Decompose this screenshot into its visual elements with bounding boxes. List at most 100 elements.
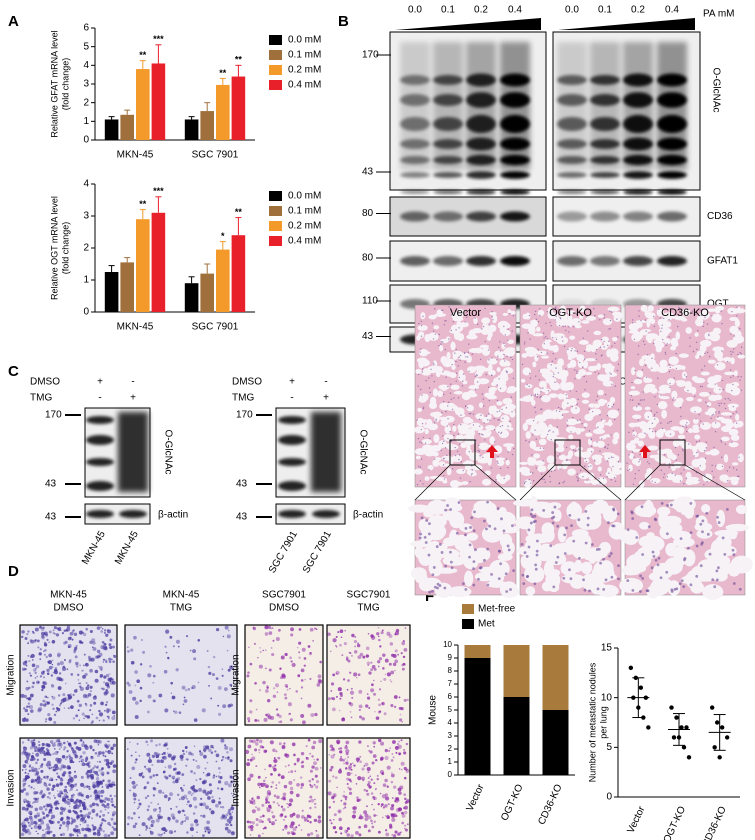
alveolus <box>683 573 706 583</box>
nucleus <box>546 337 549 340</box>
alveolus <box>545 426 558 435</box>
nucleus <box>472 583 476 587</box>
cell <box>210 697 213 700</box>
cell <box>249 710 253 714</box>
cell <box>378 688 382 691</box>
band <box>623 211 653 222</box>
cell <box>330 765 334 769</box>
nucleus <box>611 383 613 386</box>
cell <box>53 768 57 772</box>
cell <box>375 759 378 762</box>
cell <box>48 717 53 721</box>
nucleus <box>554 319 556 321</box>
cell <box>356 760 359 763</box>
cell <box>282 797 286 801</box>
dose-label: 0.0 <box>408 5 422 16</box>
nucleus <box>504 572 508 576</box>
cell <box>150 819 155 824</box>
cell <box>105 673 110 678</box>
blot <box>84 503 151 525</box>
cell <box>392 662 397 667</box>
nucleus <box>737 353 739 356</box>
alveolus <box>620 532 638 544</box>
nucleus <box>420 320 423 323</box>
nucleus <box>720 441 723 443</box>
cell <box>224 745 229 750</box>
cell <box>138 816 140 819</box>
cell <box>193 657 197 661</box>
nucleus <box>520 543 524 546</box>
nucleus <box>530 394 533 397</box>
nucleus <box>630 511 634 515</box>
nucleus <box>685 376 688 378</box>
nucleus <box>487 419 489 421</box>
micrograph <box>326 737 411 839</box>
cell <box>65 823 70 828</box>
cell <box>33 746 38 751</box>
cell <box>374 788 377 791</box>
cell <box>105 701 109 704</box>
cell <box>85 794 90 799</box>
cell <box>335 644 337 647</box>
cell <box>180 796 185 801</box>
nucleus <box>606 447 609 449</box>
y-tick-label: 2 <box>83 243 89 254</box>
nucleus <box>682 450 684 452</box>
cell <box>300 713 305 718</box>
cell <box>353 764 356 767</box>
cell <box>345 761 349 765</box>
alveolus <box>539 380 547 389</box>
cell <box>268 792 272 796</box>
nucleus <box>695 441 698 443</box>
alveolus <box>735 504 748 515</box>
cell <box>60 816 64 820</box>
cell <box>307 833 311 837</box>
cell <box>61 754 66 759</box>
nucleus <box>574 450 577 452</box>
alveolus <box>646 318 651 328</box>
cell <box>62 765 67 769</box>
alveolus <box>442 443 453 449</box>
cell <box>317 674 322 679</box>
alveolus <box>626 553 648 571</box>
cell <box>257 782 261 787</box>
cell <box>259 689 261 692</box>
cell <box>70 798 74 803</box>
cell <box>346 771 351 777</box>
bar <box>231 235 246 312</box>
cell <box>172 780 176 784</box>
alveolus <box>584 510 602 525</box>
cell <box>42 699 46 703</box>
cell <box>300 782 305 787</box>
nucleus <box>651 367 653 369</box>
cell <box>72 818 77 823</box>
nucleus <box>464 587 468 591</box>
bar <box>200 273 214 312</box>
cell <box>249 662 253 666</box>
nucleus <box>579 361 581 364</box>
cell <box>53 626 57 630</box>
cell <box>192 649 197 654</box>
cell <box>332 673 336 677</box>
alveolus <box>633 378 643 385</box>
nucleus <box>713 476 715 479</box>
cell <box>61 773 65 777</box>
nucleus <box>633 434 635 437</box>
alveolus <box>426 418 433 427</box>
cell <box>229 775 233 779</box>
cell <box>301 647 306 652</box>
nucleus <box>431 589 434 593</box>
nucleus <box>422 483 424 485</box>
nucleus <box>421 422 424 425</box>
alveolus <box>541 355 550 359</box>
nucleus <box>660 501 664 505</box>
alveolus <box>704 548 728 562</box>
cell <box>135 701 139 705</box>
cell <box>170 692 173 694</box>
cell <box>175 778 179 782</box>
alveolus <box>532 446 545 451</box>
treatment-sign: + <box>130 393 136 404</box>
cell <box>276 756 279 759</box>
alveolus <box>424 476 430 481</box>
cell <box>34 797 38 801</box>
